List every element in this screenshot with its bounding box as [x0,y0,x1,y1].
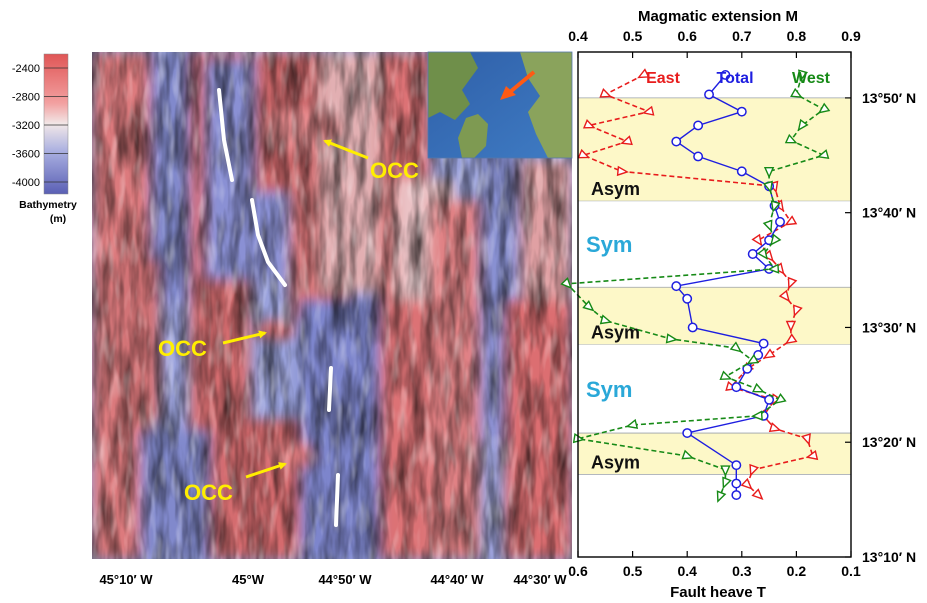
inset-locator-map [428,52,572,158]
occ-label-3: OCC [184,480,233,505]
point-total [705,90,713,98]
map-x-tick-label: 44°50′ W [318,572,372,587]
point-total [732,461,740,469]
point-total [732,491,740,499]
colorbar-tick-label: -4000 [12,177,40,189]
top-axis-tick-label: 0.5 [623,28,643,44]
occ-label-1: OCC [370,158,419,183]
bottom-axis-tick-label: 0.6 [568,563,588,579]
colorbar-tick-label: -2400 [12,63,40,75]
top-axis-tick-label: 0.7 [732,28,752,44]
symmetry-bands: Asym Sym Asym Sym Asym [578,98,851,474]
y-axis-tick-label: 13°40′ N [862,205,916,221]
point-total [683,429,691,437]
point-total [683,295,691,303]
point-total [759,339,767,347]
top-axis-tick-label: 0.6 [677,28,697,44]
legend-east: East [646,70,680,87]
y-axis-tick-label: 13°50′ N [862,90,916,106]
band-label-asym: Asym [591,179,640,199]
colorbar-tick-label: -3600 [12,149,40,161]
point-total [694,152,702,160]
point-total [776,218,784,226]
point-total [738,107,746,115]
band-label-sym: Sym [586,232,632,257]
top-axis-tick-label: 0.4 [568,28,588,44]
map-x-tick-label: 45°10′ W [99,572,153,587]
legend-west: West [792,70,831,87]
occ-label-2: OCC [158,336,207,361]
point-total [732,383,740,391]
point-total [672,137,680,145]
map-x-axis: 45°10′ W 45°W 44°50′ W 44°40′ W 44°30′ W [99,572,567,587]
point-total [732,479,740,487]
point-total [749,250,757,258]
top-axis-tick-label: 0.9 [841,28,861,44]
point-total [694,121,702,129]
colorbar-tick-label: -2800 [12,92,40,104]
bottom-axis-tick-label: 0.2 [787,563,807,579]
top-axis-title: Magmatic extension M [638,8,798,25]
bottom-axis-title: Fault heave T [670,584,766,601]
colorbar: -2400 -2800 -3200 -3600 -4000 Bathymetry (m) [12,54,77,225]
bottom-axis-tick-label: 0.4 [677,563,697,579]
point-total [672,282,680,290]
map-x-tick-label: 44°30′ W [513,572,567,587]
profile-chart: Asym Sym Asym Sym Asym 0.4 0.5 0.6 0.7 0.8 0.9 0.6… [562,8,917,601]
bottom-axis-tick-label: 0.3 [732,563,752,579]
colorbar-label: Bathymetry [19,199,77,211]
colorbar-tick-label: -3200 [12,120,40,132]
y-axis-tick-label: 13°20′ N [862,434,916,450]
bottom-axis-tick-label: 0.5 [623,563,643,579]
map-x-tick-label: 45°W [232,572,265,587]
band-label-asym: Asym [591,323,640,343]
y-axis-tick-label: 13°10′ N [862,549,916,565]
band-label-sym: Sym [586,377,632,402]
y-axis-tick-label: 13°30′ N [862,319,916,335]
band-label-asym: Asym [591,452,640,472]
point-total [738,167,746,175]
top-axis-tick-label: 0.8 [787,28,807,44]
point-total [688,323,696,331]
bottom-axis-tick-label: 0.1 [841,563,861,579]
legend-total: Total [716,70,753,87]
map-x-tick-label: 44°40′ W [430,572,484,587]
colorbar-ramp [44,54,68,194]
colorbar-unit: (m) [50,213,66,225]
